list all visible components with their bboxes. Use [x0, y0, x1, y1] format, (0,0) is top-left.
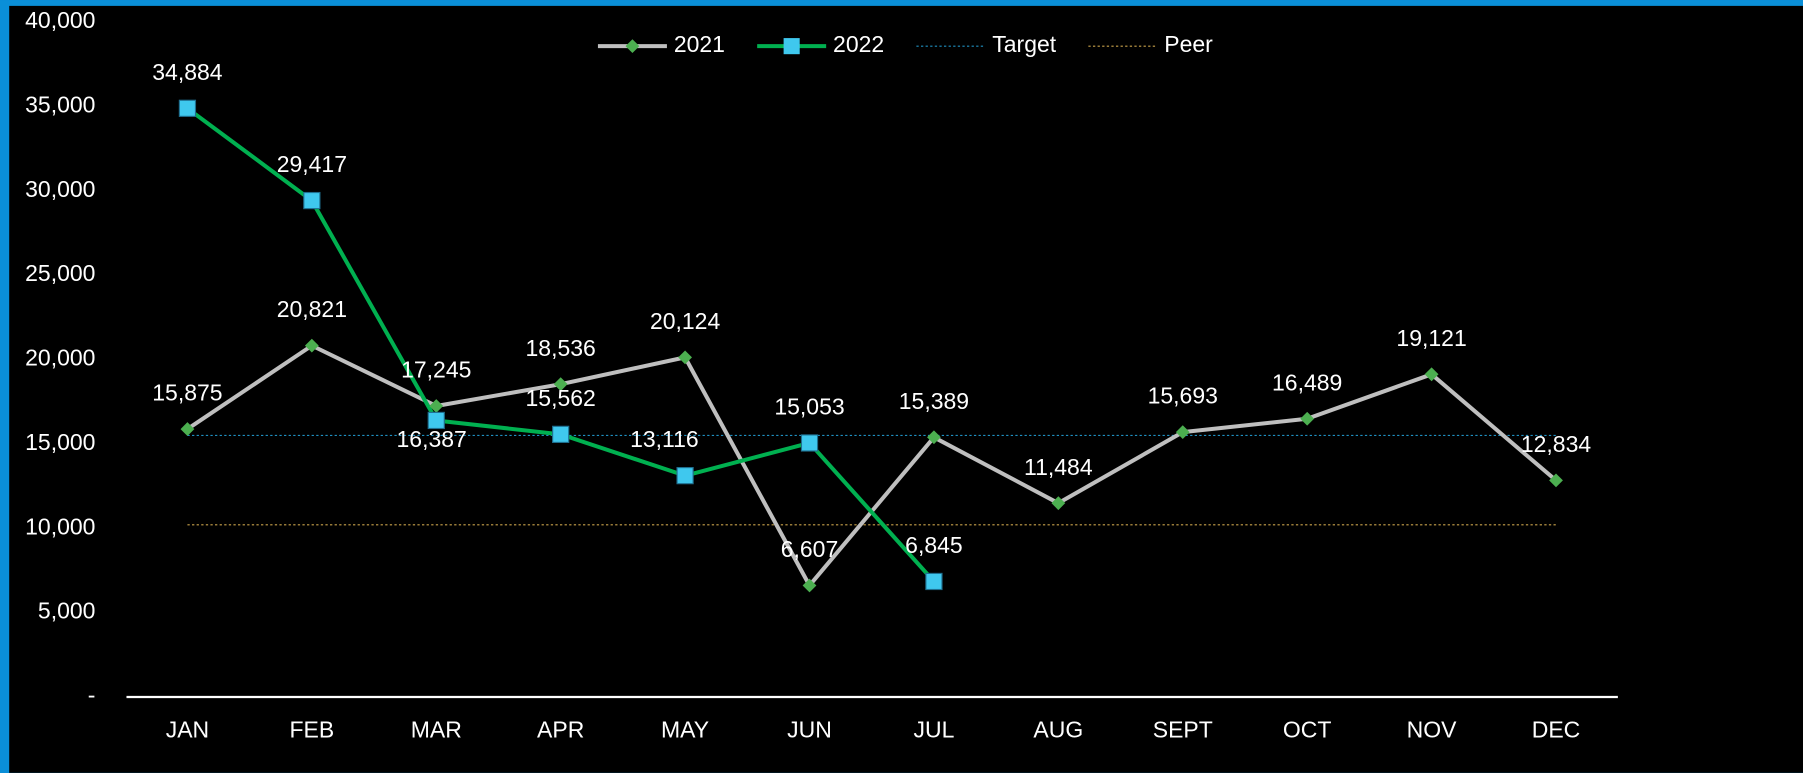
data-label: 17,245 [401, 357, 471, 383]
legend-label: 2021 [674, 31, 725, 57]
data-label: 13,116 [630, 426, 699, 452]
data-label: 12,834 [1521, 431, 1592, 457]
x-tick-label: OCT [1283, 717, 1332, 743]
y-tick-label: 40,000 [25, 7, 95, 33]
x-tick-label: APR [537, 717, 584, 743]
marker [925, 572, 943, 591]
data-label: 19,121 [1396, 325, 1466, 351]
data-label: 15,693 [1148, 383, 1218, 409]
data-label: 16,387 [397, 426, 467, 452]
y-tick-label: 35,000 [25, 91, 95, 117]
marker [800, 434, 819, 452]
data-label: 29,417 [277, 151, 347, 177]
y-tick-label: 25,000 [25, 260, 95, 286]
data-label: 16,489 [1272, 369, 1342, 395]
data-label: 11,484 [1024, 454, 1093, 480]
x-tick-label: JUN [787, 717, 832, 743]
data-label: 6,845 [905, 532, 963, 558]
x-tick-label: DEC [1532, 717, 1581, 743]
data-label: 20,124 [650, 308, 721, 334]
x-tick-label: JAN [166, 717, 209, 743]
marker [927, 430, 941, 445]
marker [1051, 496, 1066, 511]
data-label: 6,607 [781, 536, 839, 562]
data-label: 34,884 [152, 59, 223, 85]
marker [552, 425, 570, 443]
y-tick-label: 20,000 [25, 345, 95, 371]
data-label: 15,562 [526, 385, 596, 411]
x-tick-label: SEPT [1153, 717, 1213, 743]
data-label: 15,389 [899, 388, 969, 414]
marker [429, 399, 444, 413]
marker [304, 338, 319, 353]
x-tick-label: AUG [1033, 717, 1083, 743]
y-tick-label: 15,000 [25, 429, 95, 455]
x-tick-label: MAY [661, 717, 709, 743]
data-label: 18,536 [526, 335, 596, 361]
y-tick-label: 5,000 [38, 598, 96, 624]
marker [303, 191, 321, 210]
marker [427, 411, 445, 430]
plot-background [9, 5, 1803, 773]
marker [676, 467, 694, 485]
y-tick-label: 10,000 [25, 513, 95, 539]
legend-marker [783, 38, 800, 55]
data-label: 20,821 [277, 296, 347, 322]
x-tick-label: MAR [411, 717, 462, 743]
y-tick-label: - [88, 682, 96, 708]
y-tick-label: 30,000 [25, 176, 95, 202]
marker [678, 350, 692, 365]
x-tick-label: NOV [1407, 717, 1457, 743]
legend-label: 2022 [833, 31, 884, 57]
data-label: 15,053 [774, 394, 844, 420]
legend-label: Peer [1164, 31, 1213, 57]
marker [180, 422, 195, 436]
x-tick-label: FEB [289, 717, 334, 743]
x-tick-label: JUL [913, 717, 954, 743]
legend-label: Target [992, 31, 1056, 57]
data-label: 15,875 [152, 380, 222, 406]
marker [178, 99, 197, 117]
